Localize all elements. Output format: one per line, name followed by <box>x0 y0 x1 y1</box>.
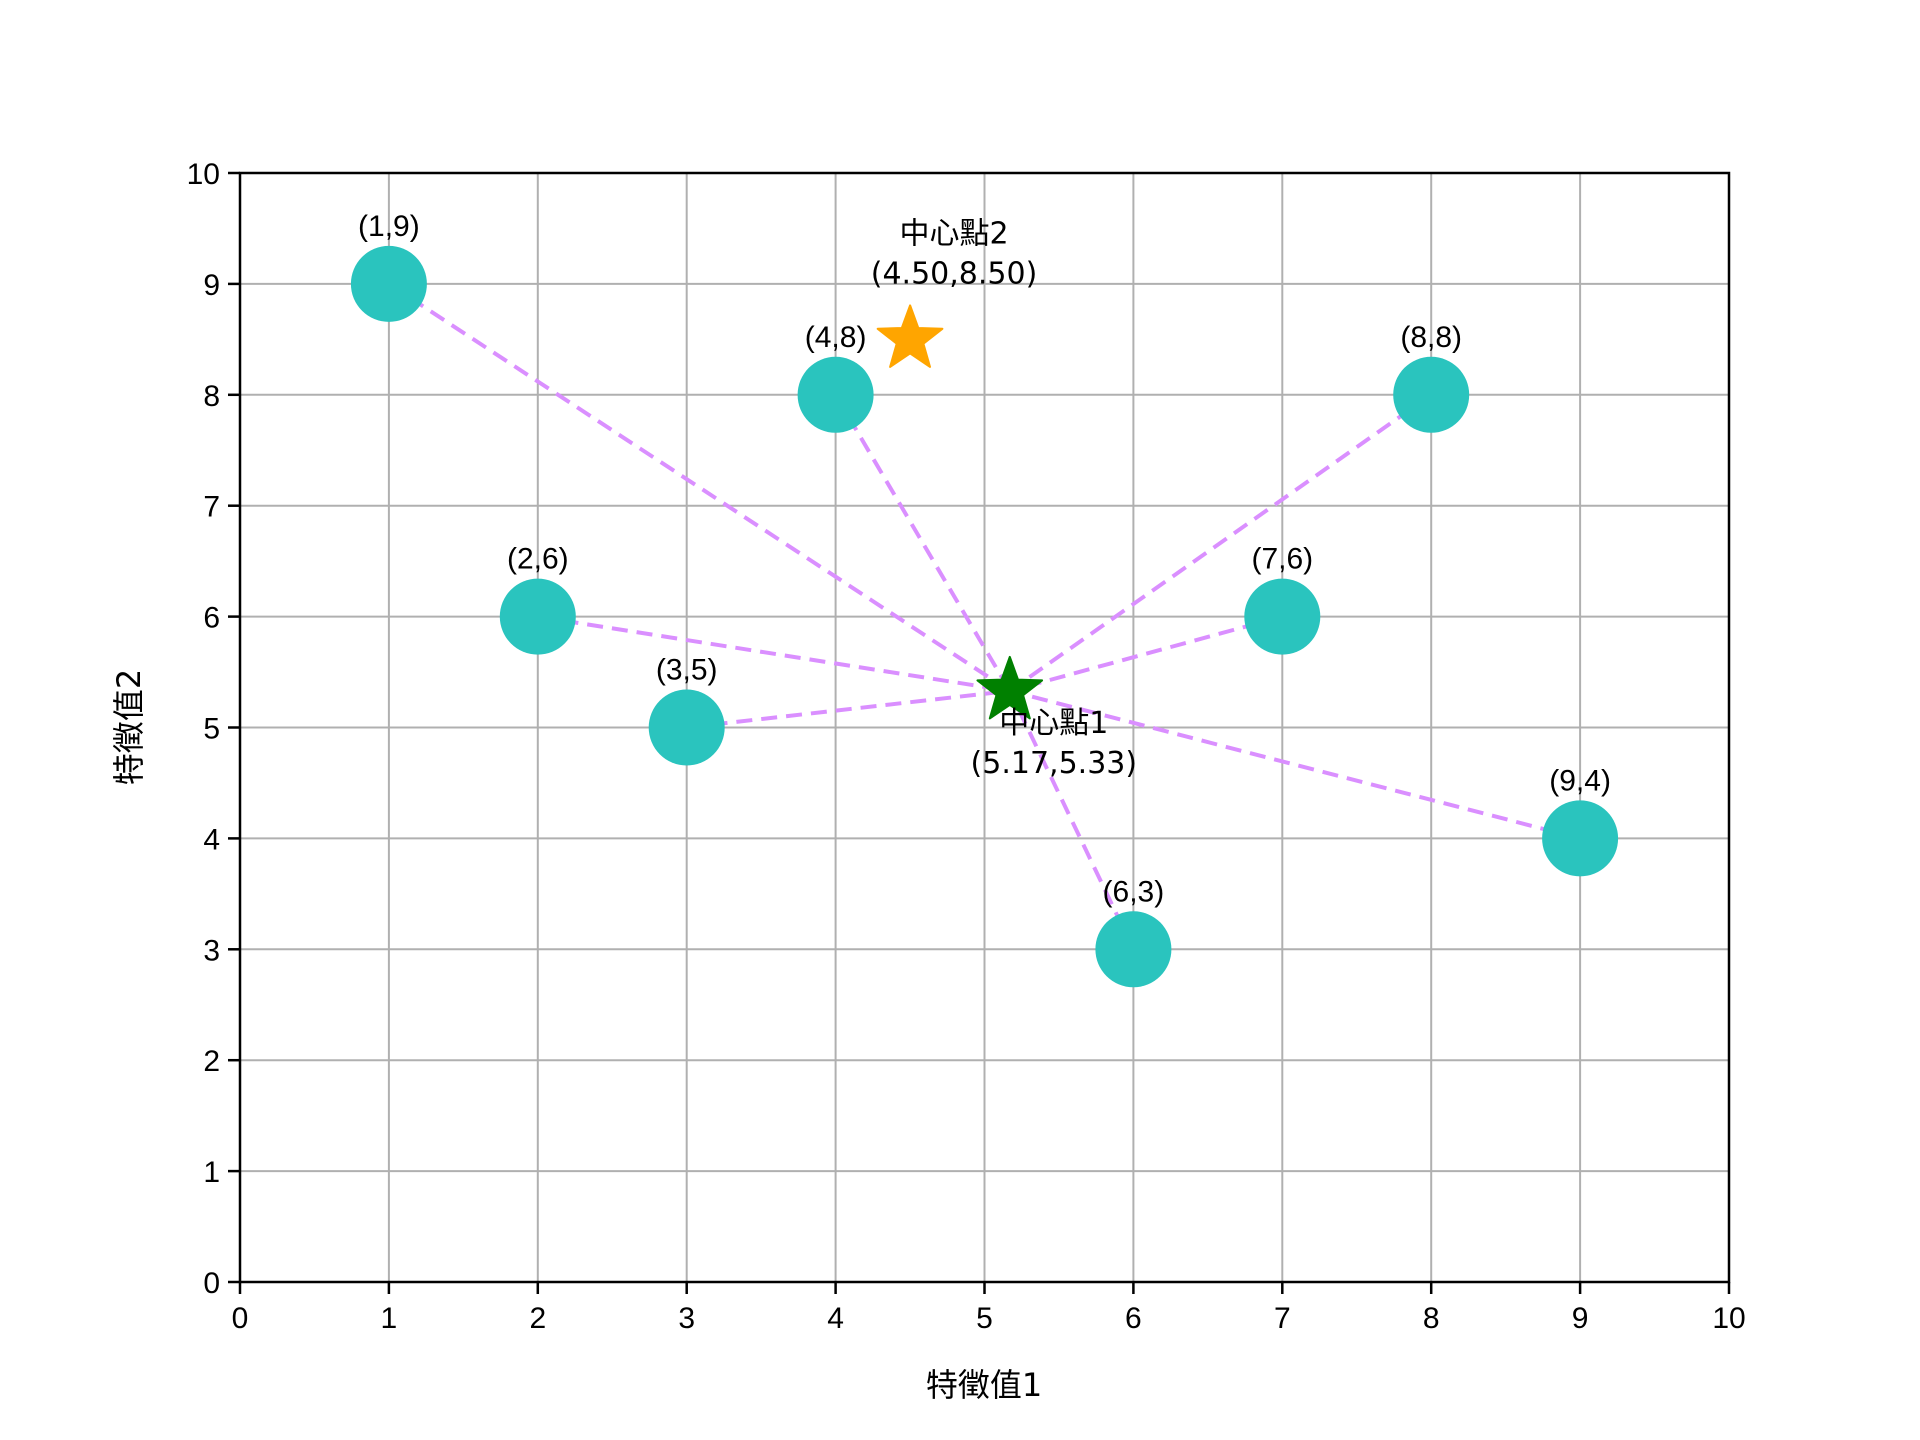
y-tick-label: 1 <box>203 1156 220 1189</box>
x-tick-label: 4 <box>827 1302 844 1335</box>
x-tick-label: 9 <box>1572 1302 1589 1335</box>
grid-lines <box>239 172 1730 1283</box>
centroid-star-icon <box>876 304 944 368</box>
y-tick-label: 8 <box>203 380 220 413</box>
x-tick-label: 2 <box>529 1302 546 1335</box>
y-tick-label: 9 <box>203 269 220 302</box>
x-tick-label: 8 <box>1423 1302 1440 1335</box>
y-tick-label: 7 <box>203 491 220 524</box>
centroid-connection-lines <box>387 282 1581 951</box>
data-point <box>1542 800 1619 877</box>
x-tick-label: 1 <box>381 1302 398 1335</box>
centroid-coord-label: (4.50,8.50) <box>871 256 1038 291</box>
data-point <box>797 356 874 433</box>
centroid-markers: 中心點1 (5.17,5.33) 中心點2 (4.50,8.50) <box>871 216 1137 781</box>
data-point <box>648 689 725 766</box>
data-point-label: (3,5) <box>656 654 718 687</box>
data-point-label: (8,8) <box>1400 321 1462 354</box>
data-point <box>499 578 576 655</box>
data-point <box>1244 578 1321 655</box>
connection-line <box>1009 614 1283 693</box>
y-tick-label: 6 <box>203 602 220 635</box>
y-tick-label: 0 <box>203 1267 220 1300</box>
x-tick-label: 6 <box>1125 1302 1142 1335</box>
x-tick-label: 0 <box>232 1302 249 1335</box>
connection-line <box>686 688 1011 730</box>
data-point-label: (9,4) <box>1549 764 1611 797</box>
data-point <box>350 245 427 322</box>
centroid-star-icon <box>976 655 1044 720</box>
y-tick-label: 10 <box>187 158 220 191</box>
connection-line <box>537 614 1011 693</box>
y-axis-label: 特徵值2 <box>110 669 148 785</box>
data-point-label: (7,6) <box>1251 543 1313 576</box>
data-point <box>1393 356 1470 433</box>
data-point-label: (6,3) <box>1103 875 1165 908</box>
y-tick-label: 4 <box>203 823 220 856</box>
axis-ticks: 0 1 2 3 4 5 6 7 8 9 10 0 1 2 3 4 5 6 7 8 9 10 <box>187 158 1746 1335</box>
x-tick-label: 3 <box>678 1302 695 1335</box>
x-tick-label: 10 <box>1712 1302 1745 1335</box>
connection-line <box>1009 688 1581 841</box>
data-point-label: (4,8) <box>805 321 867 354</box>
y-tick-label: 5 <box>203 713 220 746</box>
y-tick-label: 3 <box>203 934 220 967</box>
data-point-label: (2,6) <box>507 543 569 576</box>
centroid-coord-label: (5.17,5.33) <box>971 746 1138 781</box>
x-tick-label: 7 <box>1274 1302 1291 1335</box>
y-tick-label: 2 <box>203 1045 220 1078</box>
data-point-label: (1,9) <box>358 210 420 243</box>
data-points: (1,9) (4,8) (8,8) (2,6) (7,6) (3,5) (9,4) (6,3) <box>350 210 1619 988</box>
x-tick-label: 5 <box>976 1302 993 1335</box>
connection-line <box>1008 690 1136 951</box>
connection-line <box>1008 393 1433 693</box>
centroid-name-label: 中心點1 <box>999 706 1108 741</box>
connection-line <box>833 393 1012 692</box>
centroid-name-label: 中心點2 <box>900 216 1009 251</box>
x-axis-label: 特徵值1 <box>926 1366 1042 1404</box>
data-point <box>1095 911 1172 988</box>
